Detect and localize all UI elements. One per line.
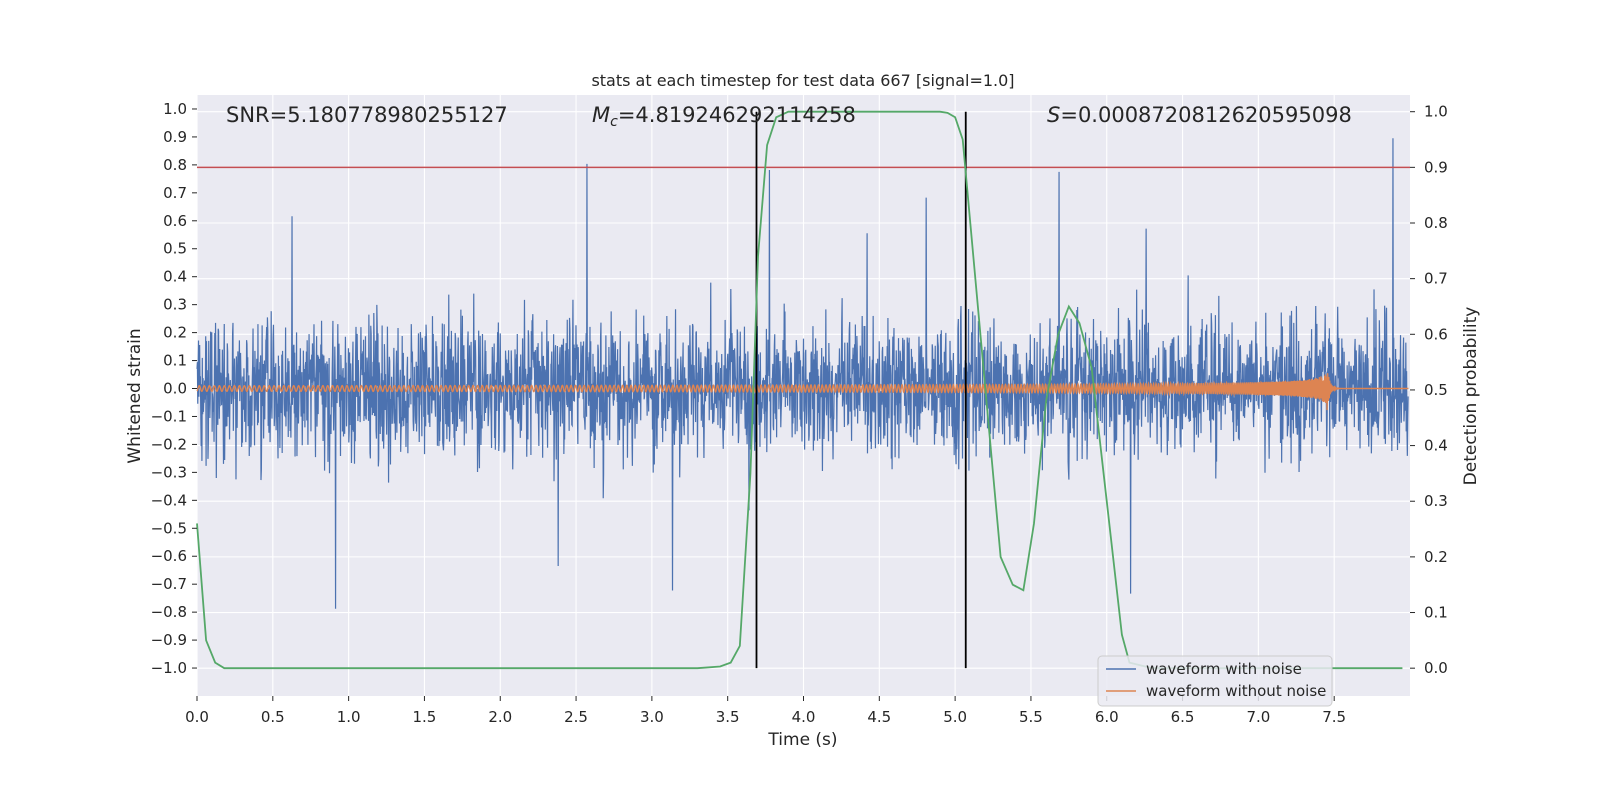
y-left-tick-label: 0.8 xyxy=(163,156,187,174)
x-tick-label: 1.0 xyxy=(337,708,361,726)
y-right-tick-label: 0.6 xyxy=(1424,325,1448,343)
snr-annotation: SNR=5.180778980255127 xyxy=(226,103,508,127)
y-right-tick-label: 0.4 xyxy=(1424,437,1448,455)
x-tick-label: 1.5 xyxy=(413,708,437,726)
y-left-tick-label: 0.6 xyxy=(163,212,187,230)
y-left-tick-label: −0.9 xyxy=(151,631,187,649)
y-left-tick-label: 1.0 xyxy=(163,100,187,118)
mc-annotation: Mc=4.819246292114258 xyxy=(592,103,856,130)
y-left-tick-label: 0.5 xyxy=(163,240,187,258)
mc-value: =4.819246292114258 xyxy=(618,103,856,127)
x-tick-label: 0.0 xyxy=(185,708,209,726)
y-left-axis-label: Whitened strain xyxy=(125,328,145,463)
x-tick-label: 7.0 xyxy=(1246,708,1270,726)
y-right-axis-ticks: 1.0 0.9 0.8 0.7 0.6 0.5 0.4 0.3 0.2 0.1 0.0 xyxy=(1410,103,1448,677)
mc-symbol: M xyxy=(592,103,610,127)
series-detection-probability xyxy=(196,110,1403,670)
chart-title: stats at each timestep for test data 667… xyxy=(591,71,1014,90)
x-tick-label: 6.5 xyxy=(1171,708,1195,726)
y-right-tick-label: 1.0 xyxy=(1424,103,1448,121)
y-left-tick-label: 0.2 xyxy=(163,324,187,342)
mc-subscript: c xyxy=(610,114,618,130)
series-waveform-with-noise xyxy=(196,138,1409,609)
legend-label-signal: waveform without noise xyxy=(1146,682,1326,700)
y-left-tick-label: −0.3 xyxy=(151,463,187,481)
vertical-markers xyxy=(755,111,967,669)
y-left-tick-label: −0.6 xyxy=(151,547,187,565)
x-tick-label: 2.5 xyxy=(564,708,588,726)
y-left-tick-label: 0.3 xyxy=(163,296,187,314)
s-annotation: S=0.0008720812620595098 xyxy=(1047,103,1352,127)
y-left-tick-label: 0.1 xyxy=(163,352,187,370)
x-tick-label: 4.0 xyxy=(792,708,816,726)
s-value: =0.0008720812620595098 xyxy=(1060,103,1352,127)
y-left-tick-label: 0.0 xyxy=(163,380,187,398)
x-tick-label: 2.0 xyxy=(488,708,512,726)
x-tick-label: 0.5 xyxy=(261,708,285,726)
legend-box xyxy=(1097,655,1333,707)
y-left-tick-label: 0.4 xyxy=(163,268,187,286)
legend: waveform with noise waveform without noi… xyxy=(1097,655,1333,707)
y-right-tick-label: 0.2 xyxy=(1424,548,1448,566)
y-left-tick-label: −0.2 xyxy=(151,435,187,453)
y-right-tick-label: 0.5 xyxy=(1424,381,1448,399)
s-symbol: S xyxy=(1047,103,1060,127)
y-right-tick-label: 0.7 xyxy=(1424,270,1448,288)
y-left-tick-label: −1.0 xyxy=(151,659,187,677)
y-left-axis-ticks: 1.0 0.9 0.8 0.7 0.6 0.5 0.4 0.3 0.2 0.1 0.0 −0.1 −0.… xyxy=(151,100,197,677)
y-left-tick-label: 0.9 xyxy=(163,128,187,146)
x-tick-label: 3.0 xyxy=(640,708,664,726)
y-right-tick-label: 0.1 xyxy=(1424,604,1448,622)
y-right-tick-label: 0.0 xyxy=(1424,659,1448,677)
x-tick-label: 7.5 xyxy=(1322,708,1346,726)
x-axis-ticks: 0.0 0.5 1.0 1.5 2.0 2.5 3.0 3.5 4.0 4.5 5.0 5.5 6.0 6… xyxy=(185,696,1346,726)
x-tick-label: 4.5 xyxy=(867,708,891,726)
series-waveform-without-noise xyxy=(196,373,1409,411)
x-tick-label: 3.5 xyxy=(716,708,740,726)
y-left-tick-label: −0.5 xyxy=(151,519,187,537)
y-left-tick-label: 0.7 xyxy=(163,184,187,202)
x-tick-label: 5.5 xyxy=(1019,708,1043,726)
legend-label-noise: waveform with noise xyxy=(1146,660,1302,678)
y-left-tick-label: −0.1 xyxy=(151,407,187,425)
y-right-tick-label: 0.8 xyxy=(1424,214,1448,232)
y-right-tick-label: 0.3 xyxy=(1424,492,1448,510)
x-tick-label: 5.0 xyxy=(943,708,967,726)
y-left-tick-label: −0.8 xyxy=(151,603,187,621)
x-axis-label: Time (s) xyxy=(767,730,837,750)
x-tick-label: 6.0 xyxy=(1095,708,1119,726)
y-right-axis-label: Detection probability xyxy=(1461,307,1481,486)
y-right-tick-label: 0.9 xyxy=(1424,158,1448,176)
y-left-tick-label: −0.4 xyxy=(151,491,187,509)
y-left-tick-label: −0.7 xyxy=(151,575,187,593)
